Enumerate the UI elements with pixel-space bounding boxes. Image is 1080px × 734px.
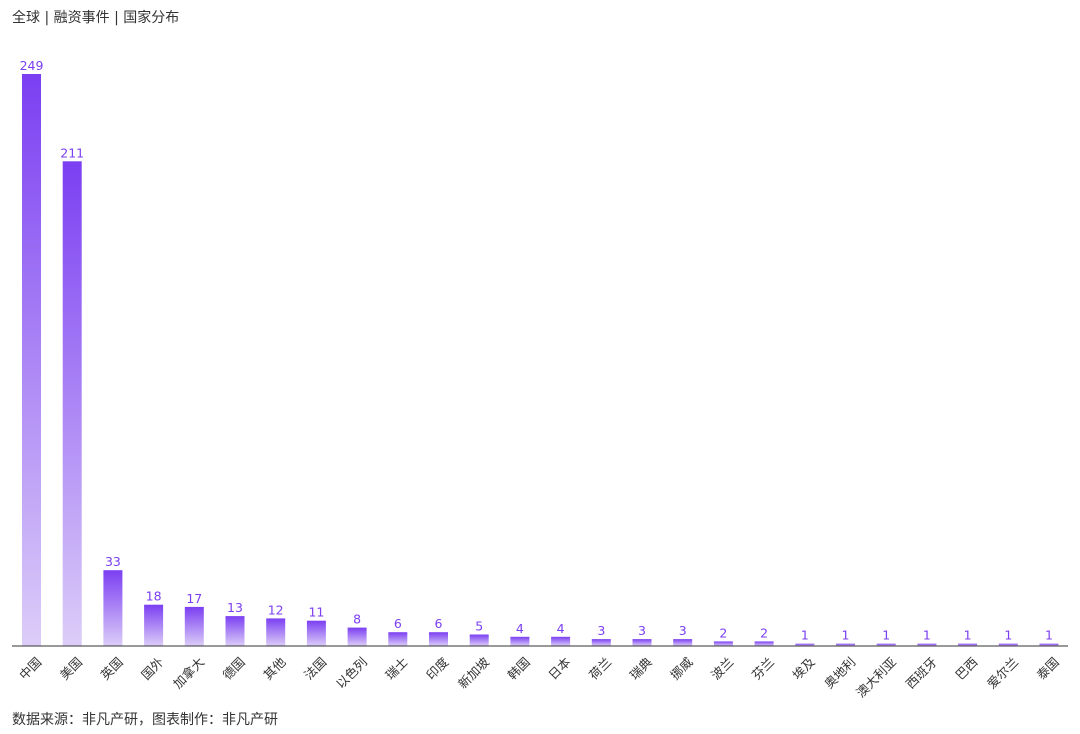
bar-8 [347, 627, 367, 646]
bar-24 [998, 643, 1018, 646]
bar-5 [225, 616, 245, 646]
category-label-4: 加拿大 [170, 654, 207, 691]
bar-19 [795, 643, 815, 646]
value-label-12: 4 [516, 621, 524, 636]
bar-0 [22, 74, 41, 646]
value-label-6: 12 [268, 602, 284, 617]
value-label-1: 211 [60, 145, 84, 160]
value-label-4: 17 [186, 591, 202, 606]
bar-11 [469, 634, 489, 646]
bar-2 [103, 570, 123, 646]
value-label-15: 3 [638, 623, 646, 638]
value-label-9: 6 [394, 616, 402, 631]
value-label-19: 1 [801, 628, 809, 643]
bar-7 [306, 620, 326, 646]
bar-4 [184, 606, 204, 646]
category-label-16: 挪威 [667, 654, 696, 683]
bar-23 [958, 643, 978, 646]
category-label-9: 瑞士 [382, 654, 410, 682]
bar-3 [144, 604, 164, 646]
category-label-22: 西班牙 [903, 654, 940, 691]
category-label-18: 芬兰 [749, 654, 777, 682]
bar-21 [876, 643, 896, 646]
value-label-21: 1 [882, 628, 890, 643]
bar-1 [62, 161, 82, 647]
bar-9 [388, 632, 408, 646]
bar-20 [836, 643, 855, 646]
bar-22 [917, 643, 937, 646]
value-label-10: 6 [435, 616, 443, 631]
value-label-5: 13 [227, 600, 243, 615]
bar-14 [591, 639, 611, 646]
category-label-10: 印度 [423, 654, 452, 683]
category-label-11: 新加坡 [455, 654, 492, 691]
category-label-14: 荷兰 [586, 654, 614, 682]
chart-title: 全球 | 融资事件 | 国家分布 [12, 10, 180, 26]
value-label-22: 1 [923, 628, 931, 643]
value-label-24: 1 [1004, 628, 1012, 643]
bar-16 [673, 639, 693, 646]
category-label-12: 韩国 [505, 654, 533, 682]
value-label-16: 3 [679, 623, 687, 638]
value-label-20: 1 [842, 628, 850, 643]
value-label-8: 8 [353, 612, 361, 627]
category-label-7: 法国 [301, 654, 329, 682]
category-label-25: 泰国 [1034, 654, 1062, 682]
value-label-18: 2 [760, 625, 768, 640]
bar-25 [1039, 643, 1059, 646]
bar-15 [632, 639, 652, 646]
category-label-5: 德国 [220, 654, 248, 682]
bar-18 [754, 641, 774, 646]
value-label-3: 18 [146, 589, 162, 604]
category-label-8: 以色列 [333, 654, 370, 691]
category-label-17: 波兰 [708, 654, 736, 682]
category-label-2: 英国 [98, 654, 126, 682]
value-label-25: 1 [1045, 628, 1053, 643]
value-label-11: 5 [475, 619, 483, 634]
bar-12 [510, 636, 530, 646]
category-label-21: 澳大利亚 [853, 654, 899, 700]
category-label-0: 中国 [16, 654, 44, 682]
value-label-2: 33 [105, 554, 121, 569]
category-label-20: 奥地利 [821, 654, 858, 691]
value-label-17: 2 [719, 625, 727, 640]
category-label-15: 瑞典 [627, 654, 655, 682]
category-label-3: 国外 [138, 654, 167, 683]
category-label-6: 其他 [260, 654, 289, 683]
value-label-0: 249 [20, 58, 44, 73]
category-label-1: 美国 [57, 654, 85, 682]
bar-17 [713, 641, 733, 646]
value-label-23: 1 [964, 628, 972, 643]
bar-13 [551, 636, 571, 646]
value-label-13: 4 [557, 621, 565, 636]
value-label-7: 11 [308, 605, 324, 620]
bar-10 [429, 632, 448, 646]
category-label-13: 日本 [545, 654, 574, 683]
bar-6 [266, 618, 286, 646]
category-label-23: 巴西 [952, 654, 980, 682]
category-label-19: 埃及 [789, 654, 818, 683]
category-label-24: 爱尔兰 [984, 654, 1021, 691]
source-note: 数据来源：非凡产研，图表制作：非凡产研 [12, 712, 278, 728]
value-label-14: 3 [597, 623, 605, 638]
